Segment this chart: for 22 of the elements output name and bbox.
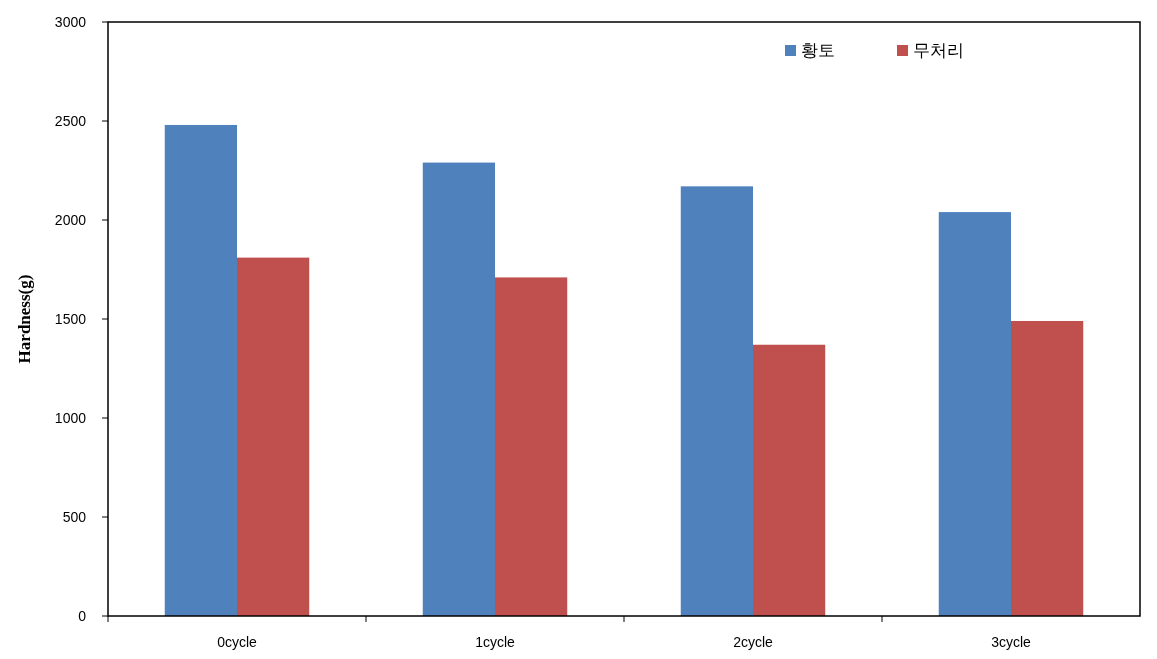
x-tick-label: 1cycle bbox=[475, 634, 516, 650]
bar bbox=[680, 186, 753, 616]
y-tick-label: 0 bbox=[78, 608, 87, 624]
x-tick-label: 2cycle bbox=[733, 634, 774, 650]
bar bbox=[938, 212, 1011, 616]
legend-label: 무처리 bbox=[913, 41, 964, 60]
x-tick-label: 3cycle bbox=[991, 634, 1032, 650]
y-tick-label: 500 bbox=[62, 509, 87, 525]
bar bbox=[422, 162, 495, 616]
bar bbox=[495, 277, 568, 616]
legend-label: 황토 bbox=[801, 41, 835, 60]
y-tick-label: 1500 bbox=[54, 311, 87, 327]
y-axis-title: Hardness(g) bbox=[15, 274, 34, 364]
bar bbox=[753, 344, 826, 616]
bar bbox=[1011, 320, 1084, 616]
bar bbox=[164, 124, 237, 616]
y-tick-label: 2500 bbox=[54, 113, 87, 129]
x-tick-label: 0cycle bbox=[217, 634, 258, 650]
y-tick-label: 1000 bbox=[54, 410, 87, 426]
y-tick-label: 2000 bbox=[54, 212, 87, 228]
bar bbox=[237, 257, 310, 616]
y-tick-label: 3000 bbox=[54, 14, 87, 30]
